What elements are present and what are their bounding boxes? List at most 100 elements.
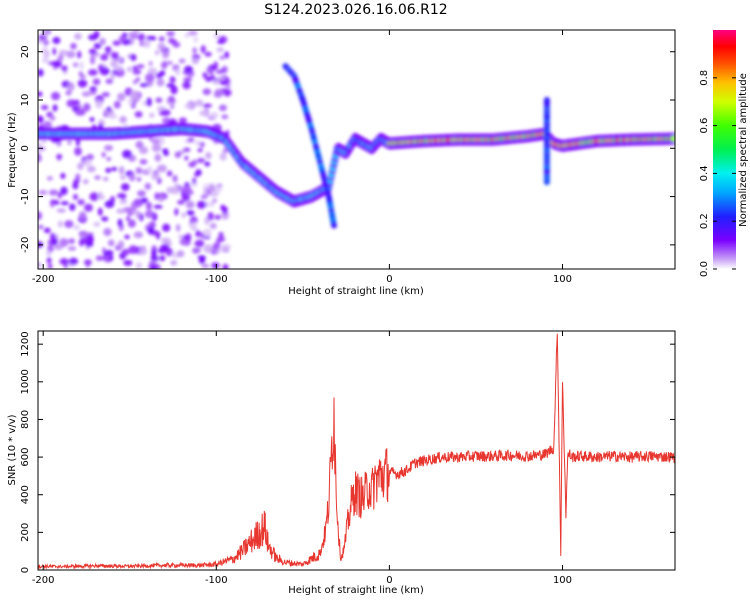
spectrogram-noise-blob — [218, 104, 227, 112]
spectrogram-noise-blob — [166, 83, 175, 88]
spectrogram-noise-blob — [128, 173, 136, 182]
spectrogram-noise-blob — [110, 59, 118, 68]
spectrogram-noise-blob — [74, 33, 82, 40]
spectrogram-noise-blob — [181, 185, 192, 194]
spectrogram-noise-blob — [170, 85, 178, 95]
spectrogram-noise-blob — [136, 64, 145, 69]
spectrogram-noise-blob — [119, 115, 127, 124]
spectrogram-noise-blob — [75, 138, 81, 147]
snr-y-tick-label: 400 — [20, 485, 31, 504]
spectrogram-noise-blob — [158, 196, 164, 203]
spectrogram-noise-blob — [82, 159, 93, 167]
spectrogram-noise-blob — [175, 223, 181, 232]
snr-y-tick-label: 600 — [20, 448, 31, 467]
spectrogram-noise-blob — [174, 182, 179, 192]
spectrogram-noise-blob — [183, 77, 193, 82]
spectrogram-noise-blob — [219, 80, 229, 86]
spectrogram-noise-blob — [192, 247, 201, 254]
spectrogram-noise-blob — [104, 144, 114, 152]
spectrogram-noise-blob — [110, 166, 118, 172]
spectrogram-noise-blob — [189, 216, 198, 225]
spectrogram-noise-blob — [59, 238, 69, 247]
spectrogram-noise-blob — [118, 35, 125, 42]
snr-x-axis: -200 -100 0 100 — [32, 331, 572, 586]
spectrogram-noise-blob — [38, 154, 42, 163]
spectrogram-noise-blob — [202, 72, 208, 79]
spectrogram-noise-blob — [137, 33, 145, 42]
spectrogram-noise-blob — [154, 153, 162, 162]
spectrogram-noise-blob — [135, 167, 143, 175]
spectrogram-noise-blob — [111, 51, 116, 60]
spectrogram-noise-blob — [60, 172, 66, 180]
spectrogram-noise-blob — [103, 227, 112, 237]
spectrogram-noise-blob — [57, 153, 62, 161]
spectrogram-noise-blob — [38, 142, 42, 147]
spectrogram-noise-blob — [86, 153, 94, 161]
snr-panel: -200 -100 0 100 0 200 400 600 800 1000 1200 Heigh… — [7, 330, 676, 596]
spectrogram-noise-blob — [221, 114, 229, 120]
spectrogram-noise-blob — [159, 255, 166, 262]
spectrogram-noise-blob — [72, 181, 79, 190]
spectrogram-noise-blob — [183, 147, 191, 153]
spectrogram-noise-blob — [176, 250, 185, 258]
spectrogram-noise-blob — [113, 100, 121, 109]
spectrogram-noise-blob — [122, 149, 132, 159]
spectrogram-noise-blob — [204, 161, 211, 167]
spectrogram-noise-blob — [208, 185, 216, 192]
spectrogram-noise-blob — [102, 176, 109, 182]
spectrogram-noise-blob — [218, 231, 224, 239]
spectrogram-noise-blob — [217, 185, 222, 193]
spectrogram-noise-blob — [70, 42, 77, 50]
snr-x-tick-label: 100 — [553, 575, 572, 586]
snr-y-label: SNR (10 * v/v) — [7, 414, 18, 485]
spectrogram-noise-blob — [119, 175, 127, 180]
spectrogram-x-tick-label: 0 — [386, 274, 392, 285]
spectrogram-noise-blob — [123, 206, 133, 213]
spectrogram-noise-blob — [93, 43, 102, 50]
spectrogram-noise-blob — [75, 173, 81, 181]
spectrogram-x-label: Height of straight line (km) — [288, 286, 424, 297]
spectrogram-noise-blob — [192, 221, 197, 230]
spectrogram-noise-blob — [182, 81, 191, 90]
figure-title: S124.2023.026.16.06.R12 — [264, 2, 447, 18]
spectrogram-noise-blob — [212, 198, 218, 203]
spectrogram-y-tick-label: -10 — [20, 188, 31, 204]
spectrogram-noise-blob — [193, 172, 200, 177]
spectrogram-noise-blob — [203, 228, 212, 237]
spectrogram-noise-blob — [214, 88, 225, 97]
spectrogram-noise-blob — [124, 234, 130, 240]
spectrogram-noise-blob — [106, 156, 112, 162]
spectrogram-noise-blob — [150, 265, 157, 269]
spectrogram-noise-blob — [146, 97, 152, 107]
spectrogram-noise-blob — [135, 210, 141, 219]
spectrogram-noise-blob — [130, 103, 136, 109]
spectrogram-noise-blob — [149, 112, 155, 118]
colorbar-gradient — [713, 30, 736, 269]
spectrogram-noise-blob — [184, 32, 191, 38]
spectrogram-noise-blob — [151, 143, 162, 153]
spectrogram-noise-blob — [38, 262, 42, 268]
spectrogram-noise-blob — [127, 219, 136, 228]
spectrogram-noise-blob — [47, 263, 53, 269]
spectrogram-noise-blob — [88, 48, 97, 55]
spectrogram-noise-blob — [187, 30, 198, 36]
spectrogram-noise-blob — [158, 111, 167, 116]
spectrogram-noise-blob — [90, 55, 96, 65]
spectrogram-noise-blob — [51, 237, 58, 246]
spectrogram-noise-blob — [205, 151, 212, 160]
spectrogram-noise-blob — [212, 79, 221, 85]
spectrogram-noise-blob — [118, 166, 125, 175]
spectrogram-noise-blob — [181, 193, 191, 202]
spectrogram-noise-blob — [160, 61, 168, 69]
spectrogram-y-tick-label: 0 — [20, 145, 31, 151]
spectrogram-noise-blob — [207, 69, 214, 75]
spectrogram-noise-blob — [157, 136, 165, 146]
spectrogram-noise-blob — [215, 248, 221, 254]
spectrogram-noise-blob — [179, 238, 187, 246]
spectrogram-noise-blob — [191, 57, 199, 65]
snr-x-tick-label: 0 — [386, 575, 392, 586]
spectrogram-noise-blob — [66, 99, 76, 108]
spectrogram-noise-blob — [77, 199, 85, 206]
spectrogram-noise-blob — [214, 214, 222, 220]
spectrogram-noise-blob — [222, 263, 229, 269]
